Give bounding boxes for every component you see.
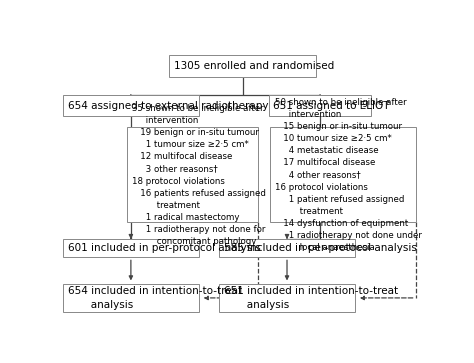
Text: 651 included in intention-to-treat
       analysis: 651 included in intention-to-treat analy… [224, 286, 398, 310]
Text: 654 included in intention-to-treat
       analysis: 654 included in intention-to-treat analy… [68, 286, 242, 310]
FancyBboxPatch shape [169, 55, 316, 77]
Text: 654 assigned to external radiotherapy: 654 assigned to external radiotherapy [68, 101, 268, 111]
FancyBboxPatch shape [219, 239, 355, 257]
FancyBboxPatch shape [127, 127, 258, 223]
Text: 50 shown to be ineligible after
     intervention
   15 benign or in-situ tumour: 50 shown to be ineligible after interven… [275, 98, 422, 252]
Text: 651 assigned to ELIOT: 651 assigned to ELIOT [273, 101, 390, 111]
FancyBboxPatch shape [63, 95, 199, 116]
FancyBboxPatch shape [269, 95, 372, 116]
Text: 601 included in per-protocol analysis: 601 included in per-protocol analysis [68, 243, 260, 253]
Text: 35 shown to be ineligible after
     intervention
   19 benign or in-situ tumour: 35 shown to be ineligible after interven… [132, 103, 266, 246]
FancyBboxPatch shape [63, 239, 199, 257]
FancyBboxPatch shape [219, 284, 355, 312]
FancyBboxPatch shape [271, 127, 416, 223]
FancyBboxPatch shape [63, 284, 199, 312]
Text: 585 included in per-protocol analysis: 585 included in per-protocol analysis [224, 243, 417, 253]
Text: 1305 enrolled and randomised: 1305 enrolled and randomised [174, 61, 335, 71]
